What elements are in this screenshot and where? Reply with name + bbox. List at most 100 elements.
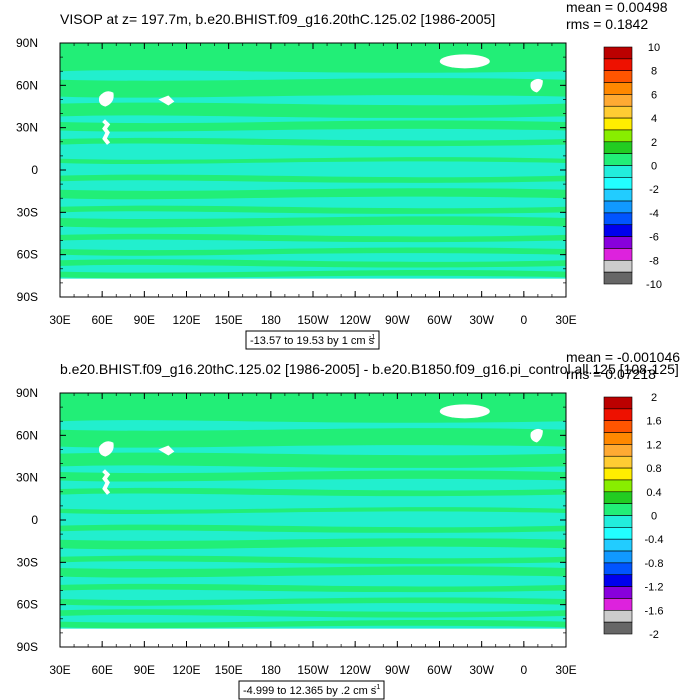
map-contour-band — [60, 115, 566, 124]
map-contour-band — [60, 465, 566, 474]
x-tick-label: 180 — [261, 313, 281, 327]
x-tick-label: 60W — [427, 663, 452, 677]
x-tick-label: 30E — [555, 663, 576, 677]
colorbar-box — [603, 141, 633, 154]
colorbar-box — [603, 396, 633, 410]
map-contour-band — [60, 530, 566, 541]
x-tick-label: 150W — [297, 663, 329, 677]
colorbar-label: -4 — [649, 208, 659, 220]
x-tick-label: 60W — [427, 313, 452, 327]
map-contour-band — [60, 143, 566, 160]
panel-1-mean: mean = 0.00498 — [566, 0, 668, 15]
map-contour-band — [60, 128, 566, 141]
y-tick-label: 60N — [16, 78, 38, 92]
map-contour-band — [60, 196, 566, 209]
map-contour-band — [60, 224, 566, 237]
colorbar-box — [603, 515, 633, 528]
map-contour-band — [60, 493, 566, 510]
colorbar-box — [603, 259, 633, 273]
x-tick-label: 90E — [134, 663, 155, 677]
colorbar-label: -8 — [649, 255, 659, 267]
panel-2-rms: rms = 0.07218 — [566, 366, 656, 382]
x-tick-label: 60E — [91, 663, 112, 677]
x-tick-label: 120W — [339, 663, 371, 677]
panel-2-title: b.e20.BHIST.f09_g16.20thC.125.02 [1986-2… — [60, 361, 679, 377]
y-tick-label: 30N — [16, 471, 38, 485]
map-land-patch — [102, 119, 111, 145]
y-tick-label: 0 — [31, 163, 38, 177]
x-tick-label: 120E — [172, 313, 200, 327]
panel-2-range-exponent: -1 — [374, 684, 380, 691]
colorbar-box — [603, 248, 633, 261]
colorbar-label: 4 — [651, 113, 657, 125]
panel-2: b.e20.BHIST.f09_g16.20thC.125.02 [1986-2… — [16, 349, 680, 700]
panel-2-range-box: -4.999 to 12.365 by .2 cm s -1 — [238, 680, 385, 700]
colorbar-box — [603, 550, 633, 564]
colorbar-label: -0.4 — [645, 534, 664, 546]
colorbar-label: -1.2 — [645, 582, 664, 594]
map-land-patch — [158, 95, 175, 106]
panel-2-colorbar: 2 1.6 1.2 0.8 0.4 0 -0.4 -0.8 -1.2 -1.6 -2 — [603, 392, 664, 641]
colorbar-label: 0.4 — [646, 487, 661, 499]
map-contour-band — [60, 546, 566, 559]
map-contour-band — [60, 478, 566, 491]
map-contour-band — [60, 180, 566, 191]
map-contour-band — [60, 561, 566, 570]
x-tick-label: 150W — [297, 313, 329, 327]
y-tick-label: 60S — [17, 598, 38, 612]
colorbar-box — [603, 527, 633, 540]
x-tick-label: 90W — [385, 663, 410, 677]
map-contour-band — [60, 511, 566, 528]
panel-1-colorbar: 10 8 6 4 2 0 -2 -4 -6 -8 -10 — [603, 42, 662, 291]
y-tick-label: 90S — [17, 640, 38, 654]
panel-2-range-label: -4.999 to 12.365 by .2 cm s — [243, 685, 377, 697]
colorbar-box — [603, 165, 633, 178]
colorbar-box — [603, 200, 633, 214]
colorbar-box — [603, 420, 633, 433]
map-contour-band — [60, 603, 566, 612]
colorbar-label: -10 — [646, 279, 662, 291]
colorbar-label: 8 — [651, 66, 657, 78]
colorbar-box — [603, 58, 633, 71]
colorbar-label: 0 — [651, 511, 657, 523]
map-contour-band — [60, 161, 566, 178]
panel-1-rms: rms = 0.1842 — [566, 16, 648, 32]
y-tick-label: 30S — [17, 555, 38, 569]
colorbar-label: -0.8 — [645, 558, 664, 570]
map-contour-band — [60, 211, 566, 220]
colorbar-label: -1.6 — [645, 605, 664, 617]
colorbar-box — [603, 538, 633, 552]
map-contour-band — [60, 95, 566, 106]
x-tick-label: 150E — [215, 663, 243, 677]
y-tick-label: 90N — [16, 36, 38, 50]
y-tick-label: 30N — [16, 121, 38, 135]
y-tick-label: 0 — [31, 513, 38, 527]
y-tick-label: 30S — [17, 205, 38, 219]
x-tick-label: 120E — [172, 663, 200, 677]
colorbar-label: 0.8 — [646, 463, 661, 475]
colorbar-box — [603, 70, 633, 83]
map-land-patch — [98, 441, 114, 457]
colorbar-box — [603, 188, 633, 202]
colorbar-box — [603, 432, 633, 445]
x-tick-label: 30E — [49, 663, 70, 677]
colorbar-box — [603, 444, 633, 457]
colorbar-box — [603, 177, 633, 190]
map-contour-band — [60, 574, 566, 587]
x-tick-label: 30W — [469, 663, 494, 677]
x-tick-label: 0 — [520, 313, 527, 327]
colorbar-box — [603, 479, 633, 493]
y-tick-label: 60S — [17, 248, 38, 262]
map-land-patch — [102, 469, 111, 495]
colorbar-box — [603, 129, 633, 143]
map-contour-band — [60, 589, 566, 601]
y-tick-label: 90N — [16, 386, 38, 400]
x-tick-label: 30E — [555, 313, 576, 327]
x-tick-label: 90W — [385, 313, 410, 327]
y-tick-label: 60N — [16, 428, 38, 442]
colorbar-box — [603, 621, 633, 635]
map-contour-band — [60, 445, 566, 456]
colorbar-box — [603, 117, 633, 131]
colorbar-box — [603, 82, 633, 95]
